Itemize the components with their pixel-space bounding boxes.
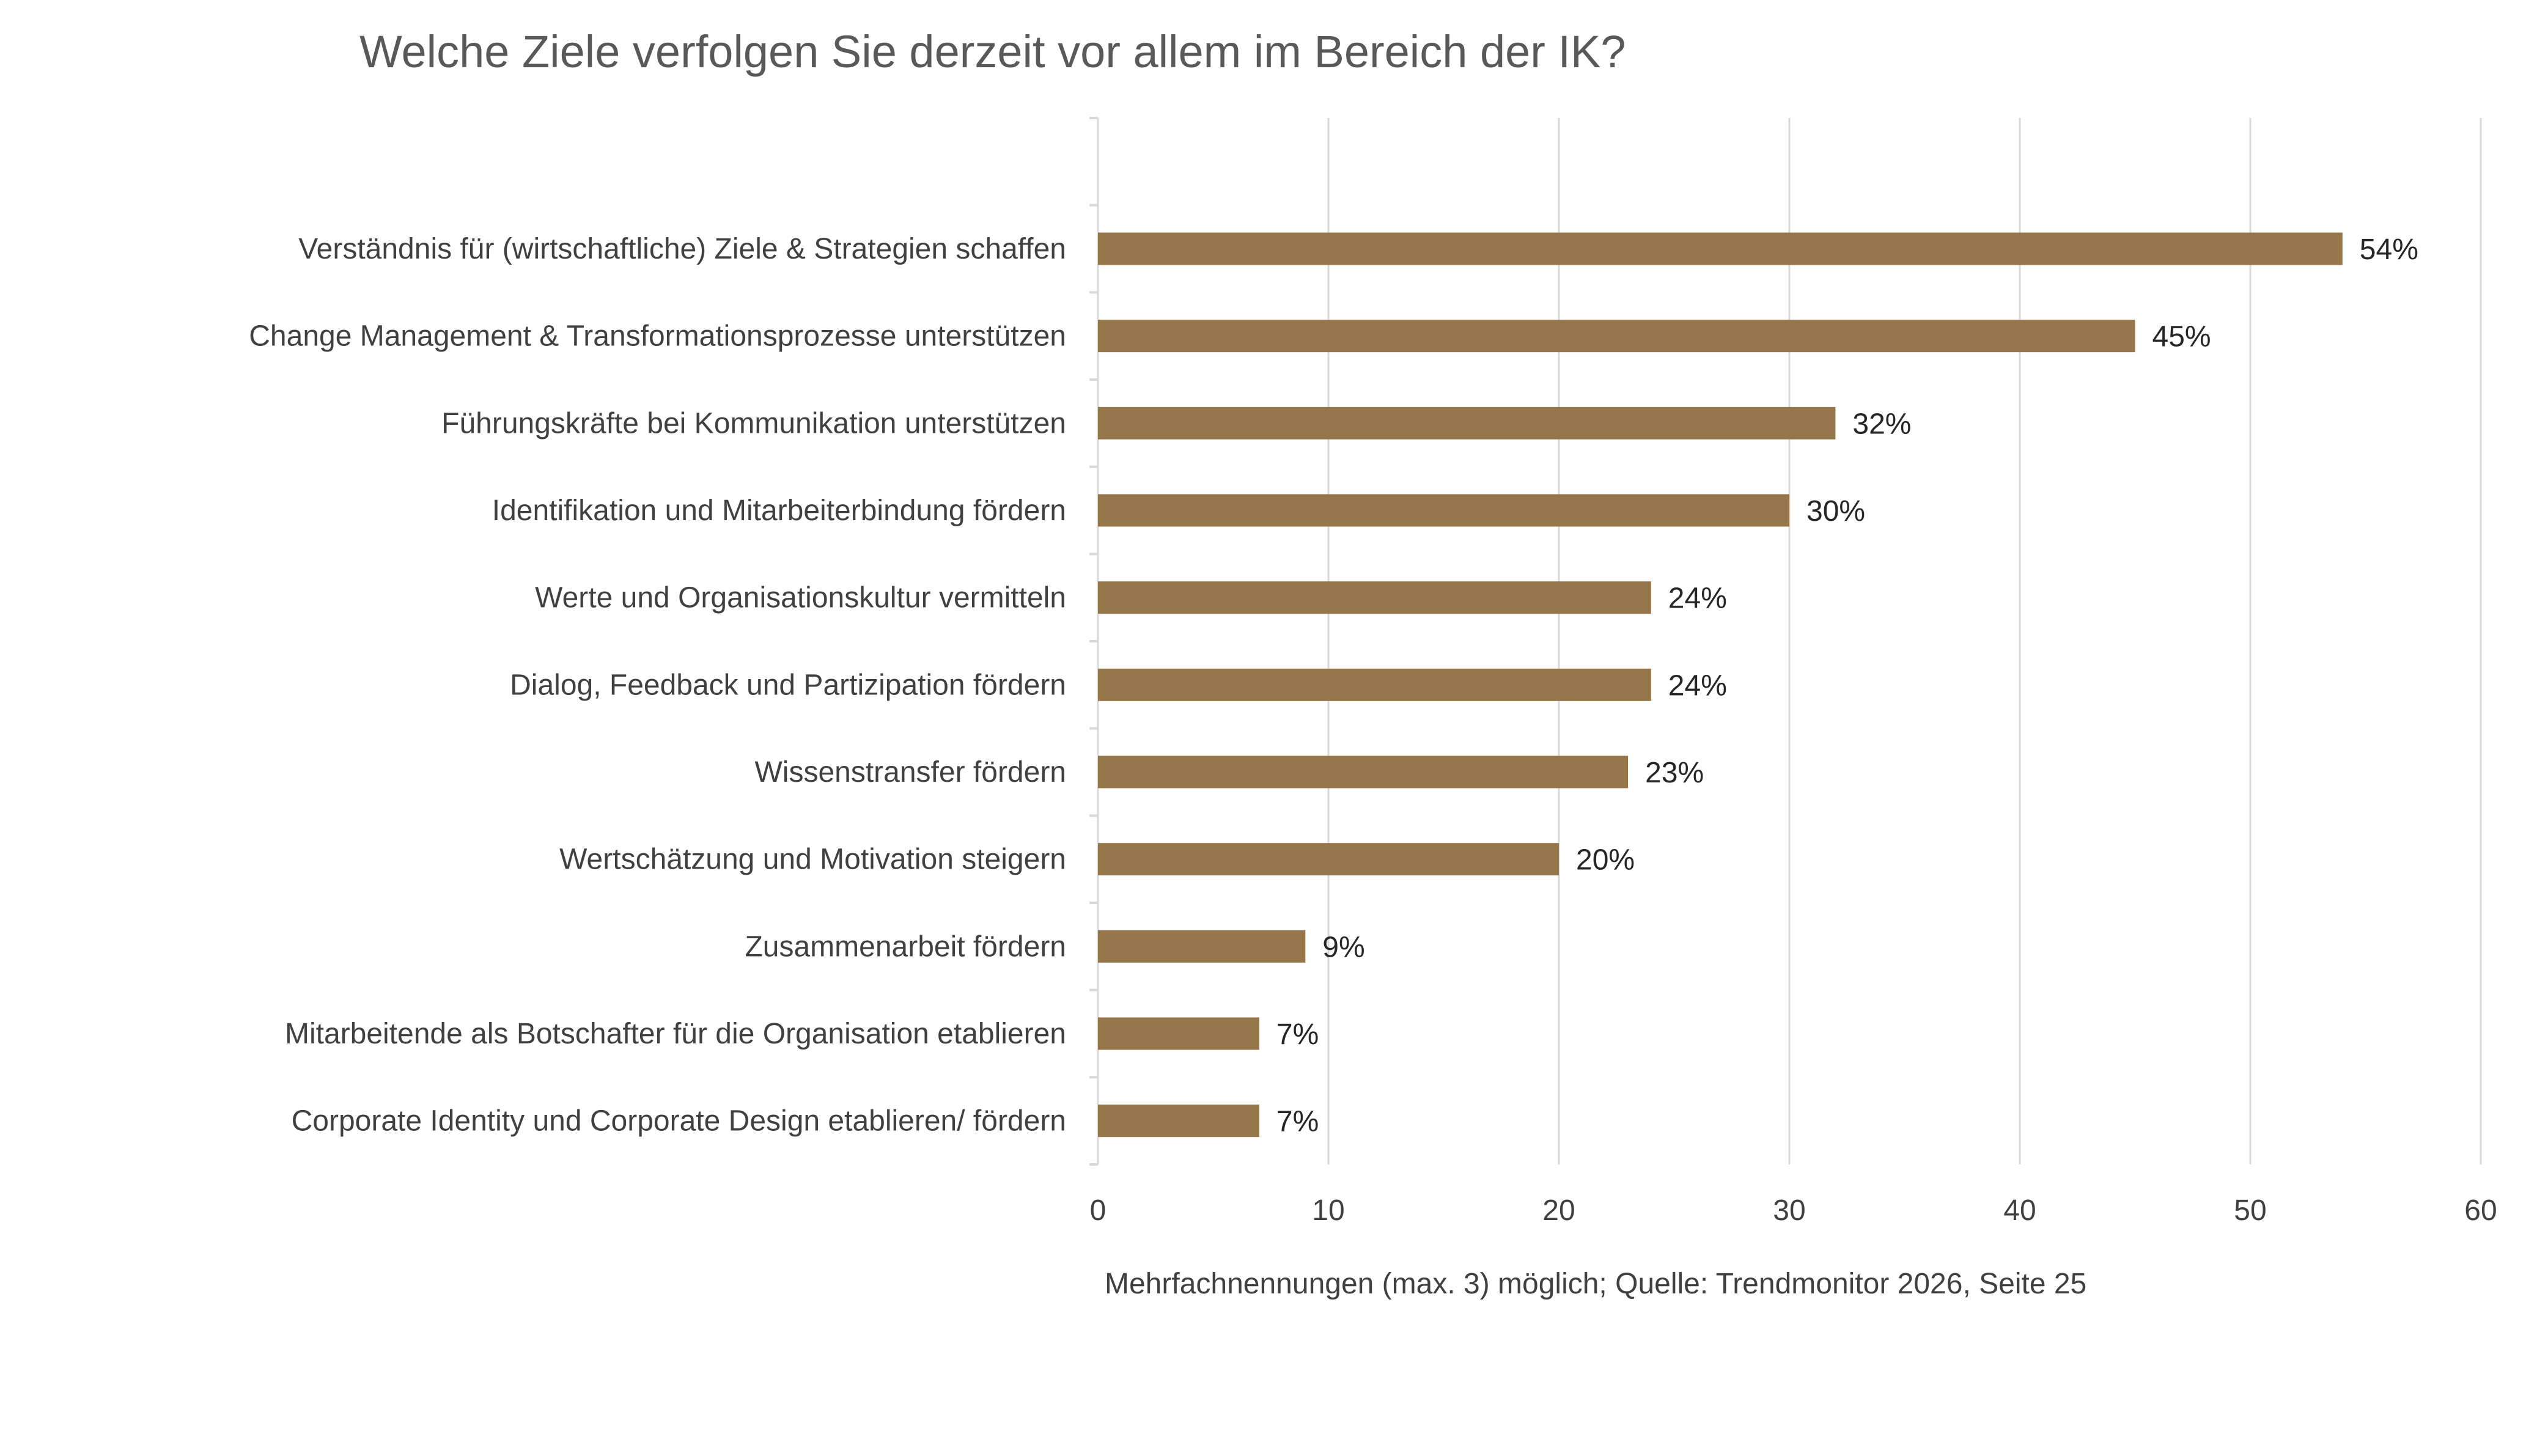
- bar: [1098, 494, 1789, 527]
- x-axis-ticks: 0 10 20 30 40 50 60: [1090, 1194, 2497, 1227]
- data-label: 32%: [1852, 408, 1911, 440]
- data-label: 24%: [1668, 669, 1727, 702]
- category-labels: Verständnis für (wirtschaftliche) Ziele …: [249, 233, 1066, 1138]
- bar: [1098, 1017, 1259, 1050]
- x-tick-label: 50: [2234, 1194, 2266, 1227]
- data-label: 30%: [1806, 495, 1865, 528]
- bar: [1098, 232, 2343, 265]
- category-label: Verständnis für (wirtschaftliche) Ziele …: [298, 233, 1066, 265]
- category-label: Change Management & Transformationsproze…: [249, 320, 1066, 353]
- data-label: 20%: [1576, 844, 1635, 877]
- gridlines: [1089, 117, 2482, 1166]
- x-tick-label: 0: [1090, 1194, 1107, 1227]
- data-label: 7%: [1276, 1106, 1319, 1138]
- bar: [1098, 843, 1559, 876]
- category-label: Mitarbeitende als Botschafter für die Or…: [285, 1018, 1066, 1050]
- category-label: Führungskräfte bei Kommunikation unterst…: [441, 407, 1066, 439]
- category-label: Wertschätzung und Motivation steigern: [559, 844, 1066, 876]
- category-label: Wissenstransfer fördern: [754, 756, 1066, 789]
- bar: [1098, 320, 2135, 353]
- bar: [1098, 581, 1651, 614]
- data-label: 45%: [2152, 321, 2211, 353]
- x-tick-label: 40: [2003, 1194, 2036, 1227]
- data-labels: 54% 45% 32% 30% 24% 24% 23% 20% 9% 7% 7%: [1276, 233, 2418, 1138]
- footnote: Mehrfachnennungen (max. 3) möglich; Quel…: [1105, 1268, 2086, 1300]
- bar: [1098, 406, 1836, 439]
- data-label: 24%: [1668, 583, 1727, 615]
- x-tick-label: 10: [1312, 1194, 1344, 1227]
- x-tick-label: 30: [1773, 1194, 1805, 1227]
- bars: [1098, 232, 2343, 1138]
- chart-title: Welche Ziele verfolgen Sie derzeit vor a…: [359, 26, 1626, 77]
- data-label: 23%: [1645, 757, 1704, 789]
- category-label: Zusammenarbeit fördern: [745, 930, 1066, 963]
- category-label: Dialog, Feedback und Partizipation förde…: [510, 669, 1066, 701]
- category-label: Werte und Organisationskultur vermitteln: [535, 582, 1066, 614]
- category-label: Corporate Identity und Corporate Design …: [292, 1105, 1066, 1138]
- data-label: 54%: [2360, 233, 2418, 266]
- bar: [1098, 1105, 1259, 1138]
- x-tick-label: 20: [1542, 1194, 1575, 1227]
- data-label: 7%: [1276, 1018, 1319, 1051]
- data-label: 9%: [1322, 931, 1364, 963]
- bar: [1098, 930, 1306, 963]
- category-label: Identifikation und Mitarbeiterbindung fö…: [492, 495, 1066, 527]
- x-tick-label: 60: [2464, 1194, 2497, 1227]
- bar: [1098, 668, 1651, 701]
- bar: [1098, 756, 1629, 789]
